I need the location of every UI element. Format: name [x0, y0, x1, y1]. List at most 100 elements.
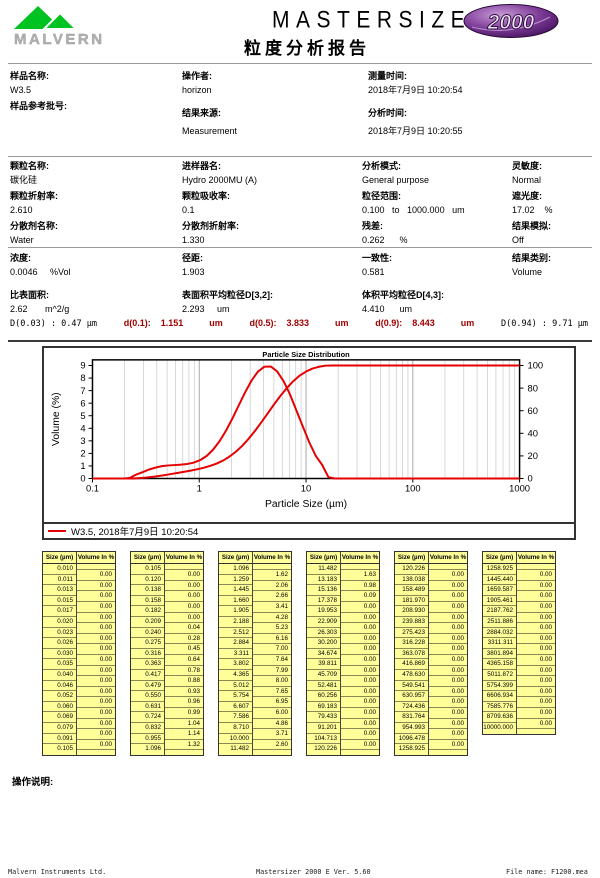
- size-cell: 0.631: [131, 702, 164, 713]
- volume-cell: 0.00: [429, 602, 467, 613]
- volume-cell: 0.00: [517, 602, 555, 613]
- footer-company: Malvern Instruments Ltd. Malvern, UK Tel…: [8, 851, 229, 878]
- d10-value: 1.151: [160, 318, 184, 328]
- volume-cell: 0.00: [517, 581, 555, 592]
- field-value: 17.02 %: [512, 205, 553, 215]
- volume-cell: 7.00: [253, 644, 291, 656]
- size-cell: 0.209: [131, 617, 164, 628]
- particle-ri-field: 颗粒折射率: 2.610: [10, 191, 182, 216]
- y-left-tick-label: 0: [80, 473, 85, 484]
- volume-cell: 2.06: [253, 581, 291, 592]
- field-label: 分散剂名称:: [10, 221, 58, 231]
- field-value: Volume: [512, 267, 543, 277]
- volume-cell: 0.00: [429, 613, 467, 624]
- field-label: 表面积平均粒径D[3,2]:: [182, 290, 274, 300]
- field-value: 2.610: [10, 205, 33, 215]
- size-cell: 0.724: [131, 712, 164, 723]
- size-cell: 0.417: [131, 670, 164, 681]
- volume-column: Volume In % 0.00 0.00 0.00 0.00 0.00 0.04 0.28 0…: [165, 552, 203, 755]
- y-right-tick-label: 40: [527, 427, 537, 438]
- volume-cell: 0.00: [341, 613, 379, 624]
- field-value: 1.330: [182, 235, 205, 245]
- field-label: 结果类别:: [512, 253, 551, 263]
- size-cell: 1096.478: [395, 734, 428, 745]
- field-value: 0.100 to 1000.000 um: [362, 205, 465, 215]
- field-label: 一致性:: [362, 253, 392, 263]
- volume-cell: 1.04: [165, 719, 203, 730]
- size-cell: 34.674: [307, 649, 340, 660]
- volume-header: Volume In %: [517, 552, 555, 564]
- x-tick-label: 100: [405, 482, 421, 493]
- size-cell: 10.000: [219, 734, 252, 745]
- volume-cell: 0.00: [517, 644, 555, 656]
- size-cell: 0.046: [43, 681, 76, 692]
- field-label: 样品参考批号:: [10, 101, 67, 111]
- size-cell: 0.013: [43, 585, 76, 596]
- volume-cell: 0.00: [517, 687, 555, 698]
- size-cell: 478.630: [395, 670, 428, 681]
- size-cell: 8.710: [219, 723, 252, 734]
- legend-line-icon: [48, 530, 66, 532]
- size-cell: 0.120: [131, 575, 164, 586]
- field-label: 灵敏度:: [512, 161, 542, 171]
- size-cell: 1905.461: [483, 596, 516, 607]
- field-value: Water: [10, 235, 34, 245]
- volume-cell: 0.45: [165, 644, 203, 656]
- size-cell: 0.479: [131, 681, 164, 692]
- volume-cell: 0.00: [429, 644, 467, 656]
- y-left-tick-label: 5: [80, 410, 85, 421]
- volume-cell: 0.00: [77, 676, 115, 687]
- size-table-group: Size (µm) 1258.925 1445.440 1659.587 1905.46…: [482, 551, 556, 735]
- size-cell: 630.957: [395, 691, 428, 702]
- volume-cell: 0.88: [165, 676, 203, 687]
- size-cell: 0.316: [131, 649, 164, 660]
- size-range-field: 粒径范围: 0.100 to 1000.000 um: [362, 191, 512, 216]
- volume-cell: 3.71: [253, 729, 291, 740]
- volume-column: Volume In % 0.00 0.00 0.00 0.00 0.00 0.00 0.00 0…: [517, 552, 555, 734]
- table-spacer: [165, 564, 203, 571]
- size-cell: 11.482: [230, 745, 249, 753]
- results-section: 浓度: 0.0046 %Vol 径距: 1.903 一致性: 0.581 结果类…: [10, 253, 588, 320]
- size-column: Size (µm) 0.105 0.120 0.138 0.158 0.182 0.209 0…: [131, 552, 165, 755]
- volume-cell: 0.99: [165, 708, 203, 719]
- size-cell: 275.423: [395, 628, 428, 639]
- volume-header: Volume In %: [341, 552, 379, 564]
- operation-note-label: 操作说明:: [12, 777, 54, 788]
- volume-cell: 0.00: [429, 623, 467, 634]
- brand-text: MALVERN: [14, 31, 105, 48]
- volume-cell: 0.00: [341, 708, 379, 719]
- size-cell: 1.905: [219, 606, 252, 617]
- volume-cell: 0.00: [77, 729, 115, 740]
- volume-cell: 0.00: [517, 719, 555, 730]
- volume-cell: 0.28: [165, 634, 203, 645]
- volume-cell: 0.00: [77, 708, 115, 719]
- size-cell: 0.138: [131, 585, 164, 596]
- volume-cell: 0.00: [165, 602, 203, 613]
- distribution-table: Size (µm) 0.010 0.011 0.013 0.015 0.017 0.020 0…: [42, 551, 556, 756]
- size-cell: 831.764: [395, 712, 428, 723]
- x-tick-label: 0.1: [86, 482, 99, 493]
- size-cell: 3.311: [219, 649, 252, 660]
- size-cell: 0.079: [43, 723, 76, 734]
- size-cell: 5754.399: [483, 681, 516, 692]
- malvern-logo: MALVERN: [14, 6, 105, 48]
- size-cell: 0.158: [131, 596, 164, 607]
- size-cell: 7585.776: [483, 702, 516, 713]
- volume-cell: 0.00: [429, 697, 467, 709]
- size-cell: 2511.886: [483, 617, 516, 628]
- y-left-tick-label: 3: [80, 435, 85, 446]
- footer-line: Mastersizer 2000 E Ver. 5.60: [256, 868, 371, 877]
- table-spacer: [77, 750, 115, 754]
- chart-title: Particle Size Distribution: [262, 350, 350, 359]
- size-cell: 5.012: [219, 681, 252, 692]
- volume-cell: 0.00: [165, 581, 203, 592]
- d10-unit: um: [209, 318, 223, 328]
- volume-cell: 0.00: [517, 708, 555, 719]
- surface-weighted-mean-d32-field: 表面积平均粒径D[3,2]: 2.293 um: [182, 290, 362, 315]
- x-tick-label: 1000: [509, 482, 530, 493]
- volume-cell: 1.63: [341, 570, 379, 581]
- field-value: 2018年7月9日 10:20:54: [368, 85, 463, 95]
- size-cell: 19.953: [307, 606, 340, 617]
- volume-cell: 0.00: [77, 613, 115, 624]
